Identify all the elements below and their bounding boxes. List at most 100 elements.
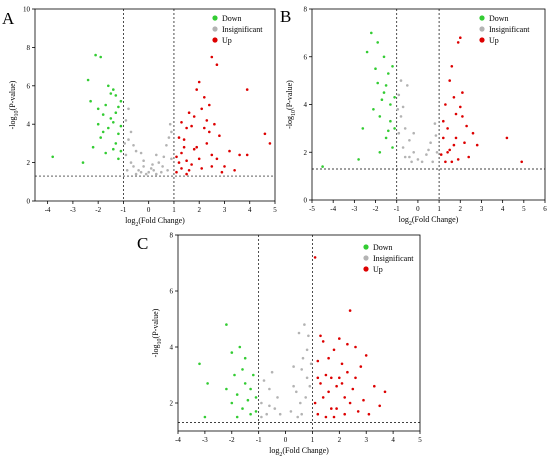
panel-a-point-down [107,126,110,130]
panel-a-point-up [185,172,188,176]
panel-c-point-insignificant [305,376,309,380]
panel-a-point-insignificant [168,122,172,126]
panel-a-point-up [205,119,209,122]
panel-c-point-up [313,401,317,405]
panel-a-plot-frame [34,8,276,202]
panel-a-point-insignificant [125,169,129,172]
panel-b-point-insignificant [403,155,407,159]
panel-c-point-insignificant [276,396,279,399]
panel-a-point-down [96,122,100,126]
panel-a-point-insignificant [123,142,126,145]
panel-a-point-down [114,94,118,97]
panel-b-point-down [387,72,390,75]
panel-a-point-up [203,126,206,130]
panel-c-point-up [340,382,344,385]
panel-b-point-up [459,105,462,109]
panel-a-y-tick-label: 4 [27,121,31,129]
panel-a-point-down [104,103,107,107]
panel-c-point-down [254,396,258,399]
panel-a-point-up [263,132,267,136]
panel-b-point-down [393,96,396,99]
panel-a-legend-label-down: Down [222,14,242,23]
panel-a-letter: A [2,9,15,28]
panel-b-point-down [357,158,360,161]
panel-c-point-down [235,393,239,396]
panel-c-point-insignificant [297,331,301,335]
panel-b-x-tick-label: 0 [416,205,420,213]
panel-b-point-down [389,103,392,106]
panel-a-point-up [177,161,181,164]
panel-a-point-insignificant [151,163,154,166]
panel-c-point-up [330,407,333,410]
panel-a-point-down [109,117,113,120]
panel-a-point-up [208,130,211,134]
panel-b-point-insignificant [403,127,407,130]
panel-a-point-down [114,111,118,114]
panel-c-point-down [252,373,255,377]
panel-b-legend-marker-down [479,15,485,21]
panel-a-x-axis-label: log2(Fold Change) [125,216,185,228]
panel-c-point-down [246,398,250,402]
panel-c-point-up [324,415,328,419]
panel-a-point-insignificant [147,170,150,174]
panel-a-point-down [117,132,120,136]
panel-c-point-down [206,382,209,385]
panel-a-point-up [197,80,201,84]
panel-a-y-tick-label: 6 [27,82,31,90]
panel-a-x-tick-label: 5 [273,206,277,214]
panel-a-point-insignificant [124,119,128,122]
panel-b-point-down [370,31,373,35]
panel-a-point-insignificant [139,151,143,155]
panel-c-point-up [332,415,336,419]
panel-a-y-axis-label: -log10(P-value) [8,80,20,129]
panel-c-y-axis-label: -log10(P-value) [151,308,163,357]
panel-b-point-up [452,96,456,99]
panel-a-point-down [51,155,54,159]
panel-c-y-tick-label: 6 [170,288,174,296]
panel-a-point-insignificant [170,157,173,161]
panel-a-legend-marker-down [212,15,218,21]
panel-a-point-insignificant [132,165,135,168]
panel-a-point-down [104,151,107,155]
panel-c-x-tick-label: 2 [338,436,342,444]
panel-a-point-up [210,165,214,168]
panel-a-point-insignificant [165,144,168,147]
panel-a-point-insignificant [162,155,166,159]
panel-b-point-insignificant [399,115,403,118]
panel-c-point-insignificant [273,407,277,410]
panel-b-point-up [459,36,462,39]
panel-c-point-up [356,410,360,413]
panel-a-point-up [190,124,193,128]
panel-a-point-down [86,78,90,82]
panel-c-point-insignificant [307,334,310,338]
panel-a-legend-label-insignificant: Insignificant [222,25,263,34]
panel-b-y-tick-label: 8 [304,6,308,14]
panel-b-point-up [450,65,454,68]
panel-c-point-insignificant [289,410,293,413]
panel-b-point-insignificant [434,134,438,137]
panel-b-point-down [376,41,380,44]
panel-a-x-tick-label: 2 [197,206,201,214]
panel-c-point-insignificant [301,356,305,360]
panel-b-x-tick-label: -1 [394,205,400,213]
panel-b-x-tick-label: 2 [459,205,463,213]
panel-c-x-tick-label: 3 [364,436,368,444]
panel-c-point-down [249,412,252,416]
panel-b-x-axis-label: log2(Fold Change) [399,215,459,227]
panel-b-x-tick-label: -3 [351,205,357,213]
panel-b-point-down [321,165,324,168]
panel-b-legend-label-insignificant: Insignificant [489,25,530,34]
panel-b-y-tick-label: 4 [304,101,308,109]
panel-a-x-tick-label: -3 [70,206,76,214]
panel-a-point-down [119,124,123,128]
panel-a-point-up [185,126,188,130]
panel-a-point-insignificant [142,159,145,162]
panel-a-y-tick-label: 8 [27,44,31,52]
panel-a-point-down [119,99,123,103]
panel-b-x-tick-label: -2 [373,205,379,213]
panel-c-x-tick-label: -3 [202,436,208,444]
panel-c-point-up [324,373,328,377]
panel-a-point-down [99,136,102,139]
panel-c-point-up [367,412,371,416]
